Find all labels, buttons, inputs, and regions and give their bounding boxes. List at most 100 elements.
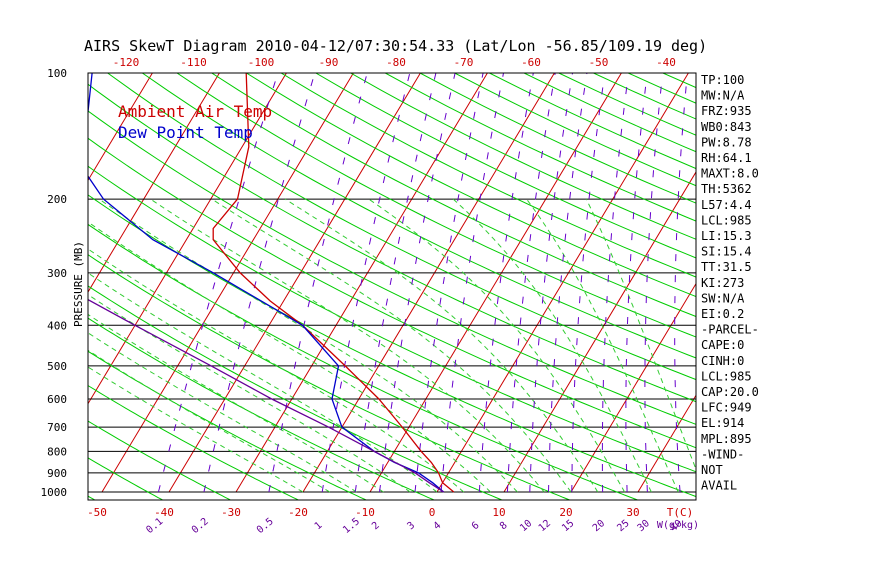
side-panel-entry: TH:5362	[701, 182, 752, 196]
top-temp-tick-label: -40	[656, 56, 676, 69]
side-panel-entry: MW:N/A	[701, 89, 745, 103]
top-temp-tick-label: -110	[180, 56, 207, 69]
mixing-ratio-label: 10	[518, 518, 534, 534]
side-panel-entry: L57:4.4	[701, 198, 752, 212]
side-panel-entry: CAP:20.0	[701, 385, 759, 399]
pressure-tick-label: 500	[47, 360, 67, 373]
dry-adiabat-line	[0, 73, 776, 501]
bottom-temp-tick-label: -10	[355, 506, 375, 519]
mixing-ratio-label: 6	[470, 520, 482, 532]
moist-adiabat-line	[19, 199, 464, 492]
side-panel-entry: PW:8.78	[701, 135, 752, 149]
top-temp-tick-label: -80	[386, 56, 406, 69]
pressure-tick-label: 800	[47, 445, 67, 458]
y-axis-label: PRESSURE (MB)	[72, 241, 85, 327]
side-panel-entry: WB0:843	[701, 120, 752, 134]
mixing-ratio-label: 0.5	[255, 516, 276, 536]
side-panel-entry: RH:64.1	[701, 151, 752, 165]
side-panel-entry: CINH:0	[701, 354, 744, 368]
mixing-ratio-label: 2	[370, 520, 382, 532]
side-panel-entry: LFC:949	[701, 401, 752, 415]
pressure-tick-label: 900	[47, 467, 67, 480]
mixing-ratio-label: 3	[406, 520, 418, 532]
dry-adiabat-line	[177, 73, 870, 501]
bottom-temp-tick-label: 20	[559, 506, 572, 519]
chart-title: AIRS SkewT Diagram 2010-04-12/07:30:54.3…	[84, 37, 707, 55]
mixing-ratio-label: 0.1	[144, 516, 165, 536]
side-panel-entry: LI:15.3	[701, 229, 752, 243]
moist-adiabat-line	[56, 199, 491, 492]
moist-adiabat-line	[150, 199, 544, 492]
mixing-ratio-label: 1	[313, 520, 325, 532]
bottom-temp-tick-label: -30	[221, 506, 241, 519]
legend-ambient-air-temp: Ambient Air Temp	[118, 102, 272, 121]
isotherm-line	[571, 73, 822, 492]
mixing-ratio-line	[355, 73, 436, 492]
mixing-ratio-unit-label: W(g/kg)	[657, 520, 699, 531]
side-panel-entry: SW:N/A	[701, 291, 745, 305]
dry-adiabat-line	[420, 73, 870, 501]
mixing-ratio-line	[602, 73, 628, 492]
pressure-tick-label: 200	[47, 193, 67, 206]
side-panel-entry: CAPE:0	[701, 338, 744, 352]
side-panel-entry: FRZ:935	[701, 104, 752, 118]
side-panel-entry: EI:0.2	[701, 307, 744, 321]
mixing-ratio-label: 30	[636, 518, 652, 534]
mixing-ratio-label: 8	[498, 520, 510, 532]
mixing-ratio-line	[415, 73, 483, 492]
side-panel-entry: NOT	[701, 463, 723, 477]
side-panel-entry: EL:914	[701, 416, 744, 430]
mixing-ratio-label: 15	[560, 518, 576, 534]
isotherm-line	[839, 73, 870, 492]
top-temp-tick-label: -50	[589, 56, 609, 69]
isotherm-line	[0, 73, 18, 492]
pressure-tick-label: 300	[47, 267, 67, 280]
side-panel-entry: TT:31.5	[701, 260, 752, 274]
top-temp-tick-label: -100	[248, 56, 275, 69]
mixing-ratio-line	[507, 73, 555, 492]
top-temp-tick-label: -70	[454, 56, 474, 69]
dry-adiabat-line	[385, 73, 870, 501]
temp-unit-label: T(C)	[667, 506, 694, 519]
side-panel-entry: KI:273	[701, 276, 744, 290]
mixing-ratio-line	[322, 73, 410, 492]
legend-dew-point-temp: Dew Point Temp	[118, 123, 253, 142]
side-panel-entry: LCL:985	[701, 369, 752, 383]
bottom-temp-tick-label: 30	[626, 506, 639, 519]
mixing-ratio-label: 20	[591, 518, 607, 534]
mixing-ratio-label: 4	[432, 520, 444, 532]
top-temp-tick-label: -60	[521, 56, 541, 69]
isotherm-line	[772, 73, 870, 492]
side-panel-entry: TP:100	[701, 73, 744, 87]
pressure-tick-label: 700	[47, 421, 67, 434]
side-panel-entry: LCL:985	[701, 213, 752, 227]
side-panel-entry: -WIND-	[701, 447, 744, 461]
mixing-ratio-label: 1.5	[341, 516, 362, 536]
bottom-temp-tick-label: 10	[492, 506, 505, 519]
bottom-temp-tick-label: 0	[429, 506, 436, 519]
moist-adiabat-line	[0, 199, 303, 492]
side-panel-entry: AVAIL	[701, 479, 737, 493]
mixing-ratio-line	[626, 73, 647, 492]
pressure-tick-label: 1000	[41, 486, 68, 499]
pressure-tick-label: 600	[47, 393, 67, 406]
dry-adiabat-line	[0, 73, 572, 501]
bottom-temp-tick-label: -20	[288, 506, 308, 519]
mixing-ratio-label: 12	[537, 518, 553, 534]
pressure-tick-label: 100	[47, 67, 67, 80]
dry-adiabat-line	[212, 73, 870, 501]
side-panel-entry: -PARCEL-	[701, 323, 759, 337]
bottom-temp-tick-label: -50	[87, 506, 107, 519]
mixing-ratio-line	[549, 73, 587, 492]
mixing-ratio-label: 25	[615, 518, 631, 534]
mixing-ratio-label: 0.2	[190, 516, 211, 536]
side-panel-entry: MAXT:8.0	[701, 167, 759, 181]
side-panel-entry: SI:15.4	[701, 245, 752, 259]
top-temp-tick-label: -120	[113, 56, 140, 69]
side-panel-entry: MPL:895	[701, 432, 752, 446]
pressure-tick-label: 400	[47, 319, 67, 332]
isotherm-line	[638, 73, 870, 492]
